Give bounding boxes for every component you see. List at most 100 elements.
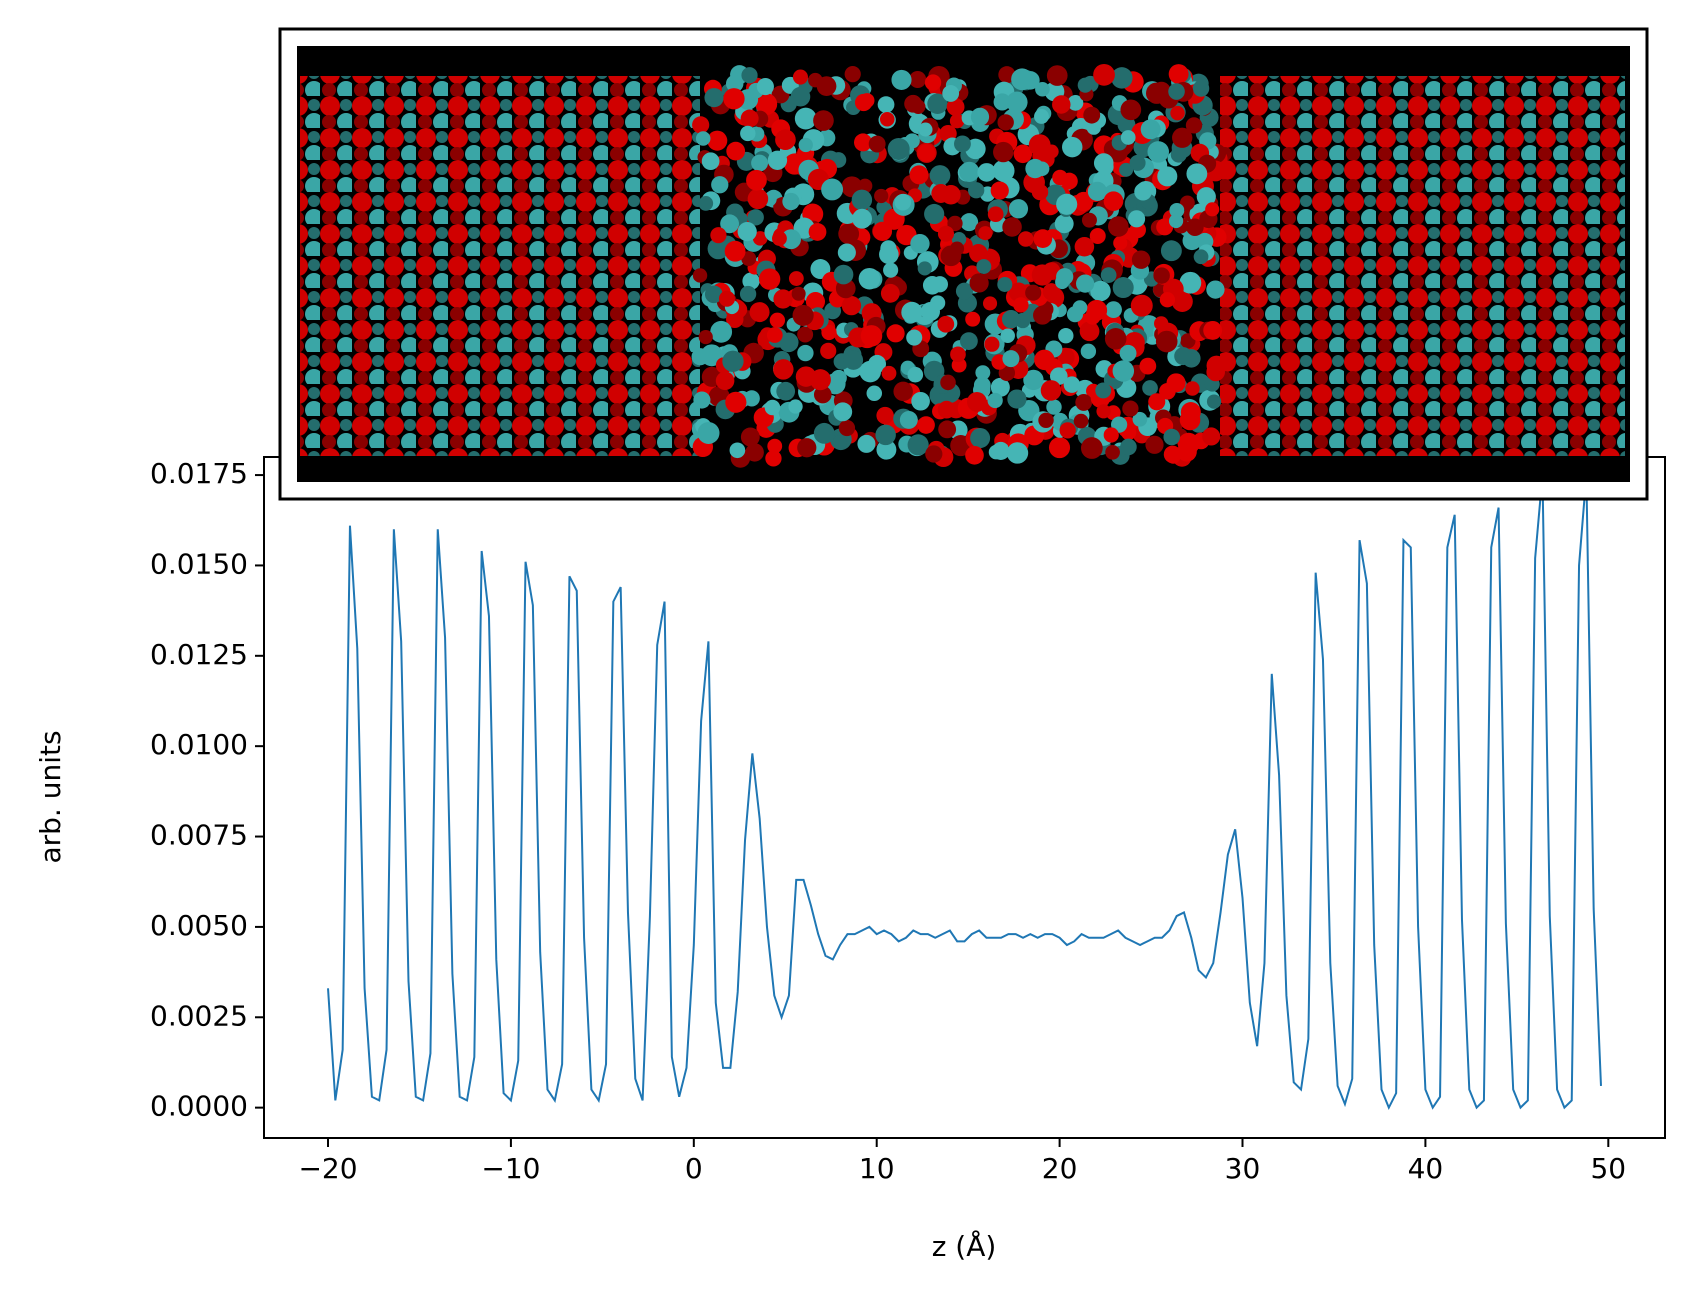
atom bbox=[1038, 412, 1054, 428]
atom bbox=[1034, 109, 1049, 124]
atom bbox=[1073, 413, 1089, 429]
atom bbox=[877, 96, 895, 113]
atom bbox=[1192, 80, 1210, 97]
atom bbox=[1046, 399, 1062, 415]
atom bbox=[1034, 349, 1055, 371]
atom bbox=[960, 213, 979, 232]
crystal-left bbox=[300, 76, 700, 456]
atom bbox=[970, 107, 990, 126]
atom bbox=[1002, 217, 1022, 237]
atom bbox=[1087, 181, 1108, 202]
axes: z (Å) arb. units −20 −10 0 10 20 30 40 50 0.0000… bbox=[34, 456, 1666, 1263]
atom bbox=[904, 94, 923, 113]
atom bbox=[844, 66, 861, 83]
atom bbox=[798, 137, 813, 153]
atom bbox=[1011, 68, 1033, 91]
atom bbox=[813, 110, 834, 131]
atom bbox=[821, 324, 837, 341]
atom bbox=[741, 67, 758, 84]
atom bbox=[1067, 95, 1084, 111]
atom bbox=[931, 183, 951, 204]
atom bbox=[970, 428, 991, 449]
atom bbox=[723, 88, 745, 110]
atom bbox=[917, 261, 932, 276]
atom bbox=[1206, 355, 1227, 376]
atom bbox=[722, 350, 744, 372]
atom bbox=[810, 259, 831, 279]
atom bbox=[929, 165, 951, 186]
atom bbox=[769, 312, 786, 328]
atom bbox=[911, 391, 930, 411]
atom bbox=[782, 192, 800, 211]
atom bbox=[987, 392, 1003, 409]
atom bbox=[1120, 130, 1136, 145]
atom bbox=[1174, 347, 1193, 366]
atom bbox=[1179, 271, 1202, 294]
atom bbox=[959, 332, 978, 350]
atom bbox=[1120, 99, 1142, 121]
atom bbox=[843, 350, 864, 370]
atom bbox=[1025, 284, 1042, 301]
atom bbox=[1159, 382, 1176, 400]
atom bbox=[938, 420, 957, 439]
atom bbox=[1180, 195, 1195, 211]
atom bbox=[740, 125, 756, 142]
atom bbox=[866, 385, 883, 402]
atom bbox=[901, 301, 923, 323]
atom bbox=[764, 399, 781, 416]
atom bbox=[767, 438, 783, 454]
atom bbox=[776, 381, 796, 401]
atom bbox=[942, 85, 960, 102]
atom bbox=[946, 98, 965, 116]
atom bbox=[1086, 299, 1108, 321]
atom bbox=[959, 161, 980, 182]
atom bbox=[792, 304, 814, 326]
atom bbox=[883, 262, 899, 278]
atom bbox=[808, 223, 827, 241]
atom bbox=[1170, 105, 1185, 121]
atom bbox=[977, 163, 996, 182]
atom bbox=[792, 69, 808, 85]
atom bbox=[1042, 262, 1061, 280]
atom bbox=[969, 273, 989, 293]
atom bbox=[832, 435, 847, 450]
atom bbox=[710, 227, 727, 244]
atom bbox=[773, 289, 793, 309]
atom bbox=[1052, 95, 1071, 114]
atom bbox=[1119, 162, 1134, 177]
atom bbox=[997, 276, 1013, 292]
atom bbox=[893, 381, 913, 402]
atom bbox=[983, 296, 998, 311]
atom bbox=[907, 434, 929, 456]
atom bbox=[1130, 294, 1153, 317]
y-tick-label: 0.0100 bbox=[150, 728, 248, 761]
atom bbox=[781, 229, 802, 250]
atom bbox=[1008, 199, 1029, 219]
atom bbox=[868, 135, 886, 153]
atom bbox=[726, 141, 746, 161]
atom bbox=[1159, 292, 1176, 308]
atom bbox=[924, 74, 942, 91]
atom bbox=[881, 365, 897, 381]
atom bbox=[1172, 127, 1193, 148]
atom bbox=[954, 135, 971, 153]
atom bbox=[858, 267, 881, 290]
atom bbox=[879, 112, 895, 127]
atom bbox=[720, 214, 739, 234]
atom bbox=[1050, 367, 1068, 385]
atom bbox=[704, 88, 724, 108]
x-tick-label: 0 bbox=[685, 1152, 703, 1185]
atom bbox=[991, 441, 1010, 460]
atom bbox=[910, 234, 930, 254]
atom bbox=[1180, 402, 1201, 423]
atom bbox=[1059, 422, 1076, 439]
x-tick-label: 20 bbox=[1042, 1152, 1078, 1185]
atom bbox=[1185, 381, 1200, 396]
atom bbox=[707, 130, 728, 151]
atom bbox=[1142, 380, 1158, 396]
atom bbox=[1013, 297, 1029, 313]
atom bbox=[937, 400, 956, 419]
x-tick-label: 50 bbox=[1590, 1152, 1626, 1185]
atom bbox=[906, 329, 923, 346]
atom bbox=[821, 178, 844, 201]
